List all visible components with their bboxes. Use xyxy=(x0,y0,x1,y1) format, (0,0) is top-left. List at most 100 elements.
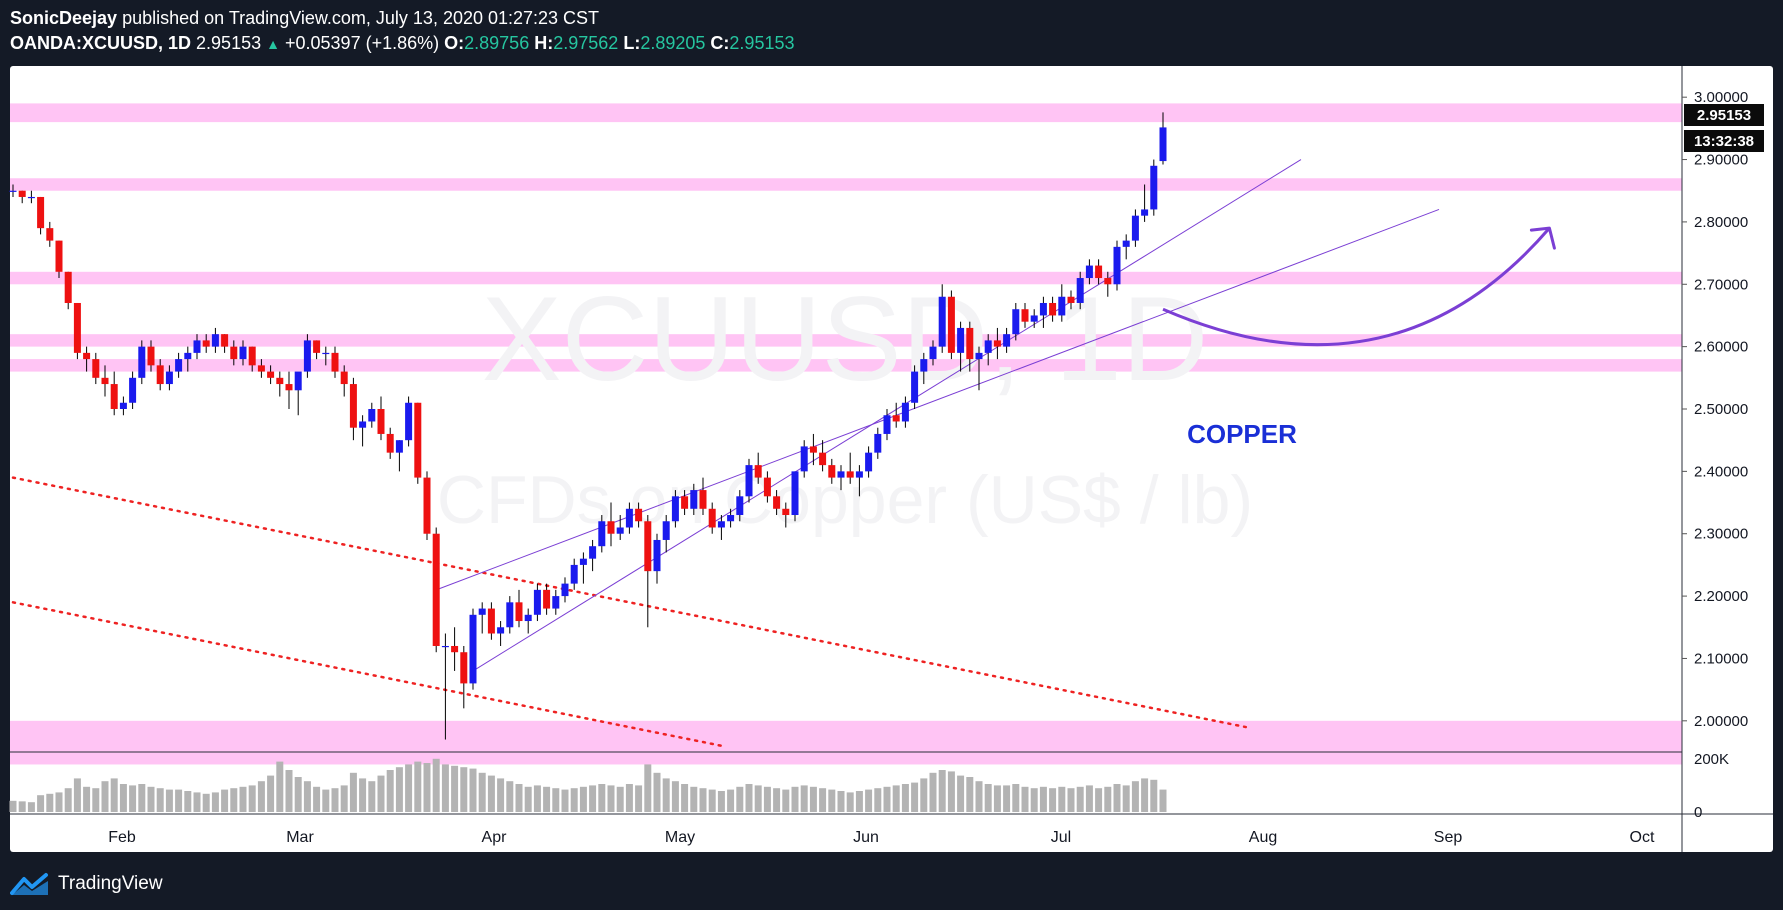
bear-candle xyxy=(487,608,495,634)
volume-bar xyxy=(745,784,753,812)
bull-candle xyxy=(570,564,578,584)
up-triangle-icon: ▲ xyxy=(266,36,280,52)
bull-candle xyxy=(478,608,486,615)
volume-bar xyxy=(64,788,72,812)
volume-bar xyxy=(607,785,615,812)
bull-candle xyxy=(837,471,845,478)
bull-candle xyxy=(405,402,413,441)
bull-candle xyxy=(929,346,937,360)
curved-arrow[interactable] xyxy=(1162,226,1556,347)
volume-bar xyxy=(819,788,827,812)
bull-candle xyxy=(165,371,173,385)
volume-bar xyxy=(791,786,799,812)
tradingview-footer[interactable]: TradingView xyxy=(10,870,163,898)
y-tick-label: 2.10000 xyxy=(1694,650,1748,667)
volume-bar xyxy=(773,788,781,812)
bull-candle xyxy=(855,471,863,478)
volume-bar xyxy=(1159,789,1167,812)
volume-bar xyxy=(717,791,725,812)
publish-line: SonicDeejay published on TradingView.com… xyxy=(10,6,795,31)
volume-bar xyxy=(322,789,330,812)
bear-candle xyxy=(386,433,394,453)
last-price-label: 2.95153 xyxy=(1684,104,1764,126)
bull-candle xyxy=(671,496,679,522)
bull-candle xyxy=(9,190,17,192)
volume-bar xyxy=(892,785,900,812)
bear-candle xyxy=(846,471,854,478)
volume-bar xyxy=(423,763,431,812)
volume-bar xyxy=(1003,785,1011,812)
volume-bar xyxy=(809,786,817,812)
bull-candle xyxy=(1141,209,1149,216)
volume-bar xyxy=(18,801,26,812)
bear-candle xyxy=(147,346,155,366)
volume-bar xyxy=(460,767,468,812)
bull-candle xyxy=(441,645,449,648)
bull-candle xyxy=(1030,315,1038,322)
author-name[interactable]: SonicDeejay xyxy=(10,8,118,28)
bull-candle xyxy=(129,377,137,403)
volume-bar xyxy=(837,791,845,812)
price-zone xyxy=(10,103,1682,123)
price-zone xyxy=(10,334,1682,347)
volume-bar xyxy=(708,789,716,812)
volume-bar xyxy=(1095,788,1103,812)
volume-bar xyxy=(386,770,394,812)
price-axis[interactable]: 3.00000 2.90000 2.80000 2.70000 2.60000 2.500… xyxy=(1682,89,1748,730)
close-value: 2.95153 xyxy=(729,33,795,53)
volume-bar xyxy=(138,784,146,812)
symbol-label[interactable]: OANDA:XCUUSD, 1D xyxy=(10,33,192,53)
x-tick-label: Apr xyxy=(482,829,508,846)
volume-bar xyxy=(303,781,311,812)
volume-bar xyxy=(653,772,661,812)
bear-candle xyxy=(101,377,109,385)
volume-bar xyxy=(257,781,265,812)
bull-candle xyxy=(27,196,35,199)
volume-bar xyxy=(782,789,790,812)
volume-bar xyxy=(27,802,35,812)
bull-candle xyxy=(1003,334,1011,347)
bear-candle xyxy=(773,496,781,509)
volume-bar xyxy=(929,772,937,812)
time-axis[interactable]: Feb Mar Apr May Jun Jul Aug Sep Oct xyxy=(108,829,1655,846)
bull-candle xyxy=(175,359,183,372)
x-tick-label: Aug xyxy=(1249,829,1277,846)
volume-bar xyxy=(497,778,505,812)
volume-bar xyxy=(754,785,762,812)
volume-bar xyxy=(9,800,17,812)
volume-bar xyxy=(414,761,422,812)
volume-bar xyxy=(846,792,854,812)
dotted-trendline xyxy=(11,476,1248,729)
y-tick-label: 3.00000 xyxy=(1694,89,1748,106)
volume-bar xyxy=(635,785,643,812)
volume-bar xyxy=(119,784,127,812)
volume-bar xyxy=(55,792,63,812)
bull-candle xyxy=(303,340,311,372)
descending-trendlines[interactable] xyxy=(11,476,1248,748)
volume-bar xyxy=(1049,788,1057,812)
volume-bar xyxy=(340,785,348,812)
bull-candle xyxy=(717,521,725,528)
price-change: +0.05397 (+1.86%) xyxy=(285,33,440,53)
bear-candle xyxy=(349,384,357,428)
bear-candle xyxy=(377,409,385,434)
y-tick-label: 2.80000 xyxy=(1694,214,1748,231)
countdown-label: 13:32:38 xyxy=(1684,130,1764,152)
bull-candle xyxy=(791,471,799,516)
volume-bar xyxy=(1085,785,1093,812)
y-tick-label: 2.40000 xyxy=(1694,463,1748,480)
volume-bar xyxy=(230,788,238,812)
bear-candle xyxy=(340,371,348,385)
bull-candle xyxy=(1122,240,1130,247)
low-value: 2.89205 xyxy=(640,33,706,53)
volume-bar xyxy=(248,785,256,812)
open-label: O: xyxy=(444,33,465,53)
curved-arrow-path xyxy=(1162,227,1551,347)
bear-candle xyxy=(1067,296,1075,303)
price-zone xyxy=(10,359,1682,372)
bear-candle xyxy=(809,446,817,453)
bull-candle xyxy=(533,589,541,615)
bear-candle xyxy=(966,327,974,360)
bull-candle xyxy=(616,527,624,534)
